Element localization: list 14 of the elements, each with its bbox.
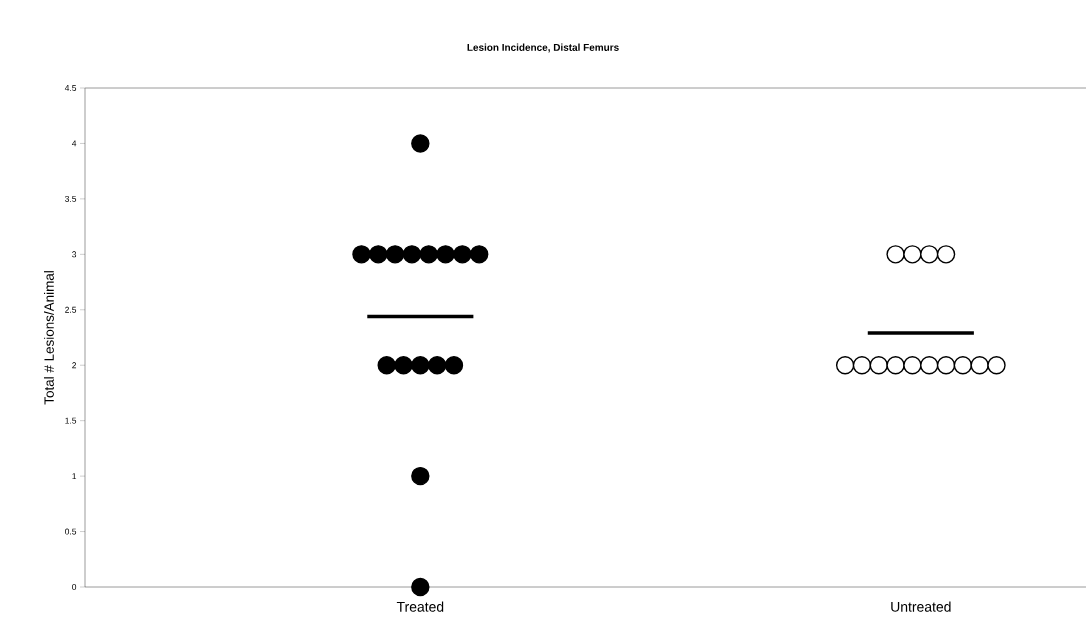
x-tick-label: Treated <box>396 601 444 612</box>
y-tick-label: 4 <box>71 140 77 147</box>
x-tick-label: Untreated <box>891 601 951 612</box>
y-tick-label: 1.5 <box>65 417 77 424</box>
y-tick-label: 2 <box>72 362 77 369</box>
y-tick-label: 0 <box>72 584 77 590</box>
y-tick-label: 0.5 <box>65 528 77 535</box>
chart-title: Lesion Incidence, Distal Femurs <box>467 43 619 53</box>
y-axis-title: Total # Lesions/Animal <box>43 271 54 405</box>
y-tick-label: 3 <box>72 251 77 258</box>
y-tick-label: 1 <box>72 473 77 480</box>
y-tick-label: 3.5 <box>65 195 77 202</box>
y-tick-label: 4.5 <box>64 85 77 91</box>
y-tick-label: 2.5 <box>65 306 77 313</box>
